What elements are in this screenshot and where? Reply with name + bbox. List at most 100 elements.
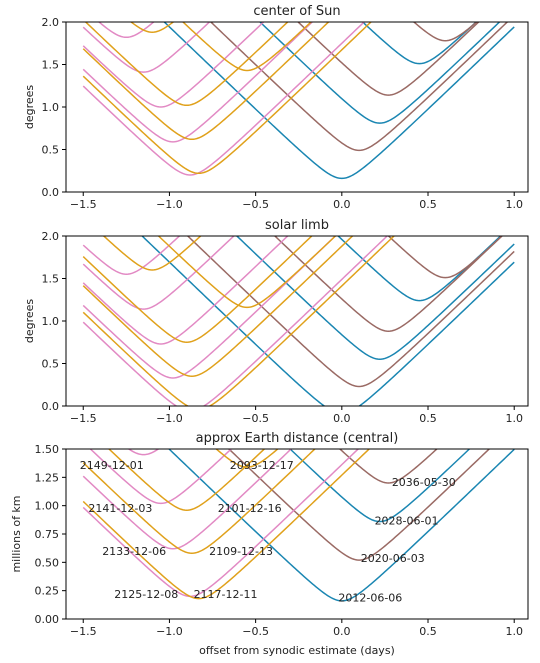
- chart-title: solar limb: [265, 218, 329, 233]
- date-annotation: 2133-12-06: [102, 545, 166, 558]
- y-tick-label: 1.0: [42, 315, 60, 328]
- x-tick-label: −0.5: [242, 198, 269, 211]
- series-line-brown: [273, 236, 503, 332]
- axis-ticks: −1.5 −1.0 −0.5 0.0 0.5 1.0 0.0 0.5 1.0 1.5 2.0: [42, 230, 523, 425]
- series-line-brown: [387, 236, 504, 279]
- date-annotation: 2036-05-30: [392, 476, 456, 489]
- series-line-teal: [235, 236, 515, 360]
- axis-ticks: −1.5 −1.0 −0.5 0.0 0.5 1.0 0.00 0.25 0.50 0.75 1.0…: [35, 443, 523, 638]
- series-line-orange: [82, 236, 313, 343]
- series-line-brown: [186, 236, 515, 388]
- series-line-pink: [82, 22, 265, 108]
- x-tick-label: 0.5: [419, 625, 437, 638]
- date-annotation: 2109-12-13: [209, 545, 273, 558]
- annotations: 2149-12-01 2093-12-17 2036-05-30 2141-12-03…: [80, 459, 456, 605]
- series-line-teal: [258, 22, 501, 124]
- series-line-brown: [209, 22, 509, 152]
- series-line-pink: [82, 236, 235, 310]
- x-tick-label: −0.5: [242, 412, 269, 425]
- y-tick-label: 2.0: [42, 230, 60, 243]
- plot-area: [82, 76, 515, 602]
- series-line-brown: [297, 22, 480, 96]
- series-line-orange: [82, 449, 316, 555]
- chart-title: center of Sun: [253, 4, 340, 19]
- series-line-pink: [82, 22, 366, 176]
- series-line-pink: [82, 449, 293, 550]
- series-line-orange: [129, 22, 175, 33]
- series-line-orange: [107, 449, 266, 511]
- y-axis-label: degrees: [23, 299, 36, 344]
- y-tick-label: 0.5: [42, 358, 60, 371]
- x-tick-label: 0.0: [333, 412, 351, 425]
- plot-frame: [65, 21, 529, 193]
- series-line-pink: [89, 449, 233, 505]
- series-line-pink: [82, 236, 289, 345]
- panel-earth-distance: approx Earth distance (central) millions…: [10, 76, 529, 657]
- y-tick-label: 0.0: [42, 186, 60, 199]
- y-tick-label: 1.00: [35, 500, 60, 513]
- y-tick-label: 2.0: [42, 16, 60, 29]
- x-tick-label: 1.0: [505, 412, 523, 425]
- series-line-orange: [157, 236, 337, 309]
- x-tick-label: −1.5: [70, 625, 97, 638]
- date-annotation: 2117-12-11: [194, 588, 258, 601]
- x-tick-label: −1.0: [156, 412, 183, 425]
- y-tick-label: 0.25: [35, 585, 60, 598]
- series-line-orange: [82, 449, 371, 600]
- series-line-orange: [82, 236, 354, 377]
- series-line-pink: [82, 236, 181, 275]
- x-tick-label: −0.5: [242, 625, 269, 638]
- x-tick-label: 0.0: [333, 625, 351, 638]
- series-line-orange: [181, 22, 313, 72]
- y-tick-label: 1.50: [35, 443, 60, 456]
- y-tick-label: 1.25: [35, 471, 60, 484]
- x-tick-label: −1.5: [70, 412, 97, 425]
- y-tick-label: 0.5: [42, 144, 60, 157]
- date-annotation: 2101-12-16: [218, 502, 282, 515]
- series-line-brown: [227, 449, 491, 561]
- series-line-teal: [163, 22, 515, 180]
- y-axis-label: millions of km: [10, 495, 23, 572]
- series-line-orange: [84, 22, 289, 107]
- chart-title: approx Earth distance (central): [196, 431, 399, 446]
- x-tick-label: −1.0: [156, 625, 183, 638]
- series-line-orange: [102, 236, 202, 271]
- y-tick-label: 0.0: [42, 400, 60, 413]
- y-tick-label: 1.0: [42, 101, 60, 114]
- series-line-pink: [82, 22, 314, 143]
- series-line-pink: [82, 22, 211, 73]
- plot-frame: [65, 235, 529, 407]
- series-line-pink: [82, 236, 389, 406]
- y-axis-label: degrees: [23, 85, 36, 130]
- series-line-teal: [167, 449, 515, 602]
- x-axis-label: offset from synodic estimate (days): [199, 644, 395, 657]
- date-annotation: 2012-06-06: [338, 591, 402, 604]
- x-tick-label: 0.5: [419, 412, 437, 425]
- y-tick-label: 0.75: [35, 528, 60, 541]
- x-tick-label: −1.0: [156, 198, 183, 211]
- series-line-brown: [412, 22, 478, 42]
- panel-solar-limb: solar limb degrees −1.5 −1.0 −0.5 0.0 0.5 1.0…: [23, 218, 529, 425]
- series-line-pink: [127, 449, 160, 456]
- series-line-orange: [82, 22, 330, 141]
- series-line-teal: [83, 135, 514, 444]
- x-tick-label: 1.0: [505, 198, 523, 211]
- plot-area: [82, 236, 515, 406]
- y-tick-label: 1.5: [42, 59, 60, 72]
- series-line-teal: [141, 236, 515, 406]
- series-line-teal: [289, 449, 471, 523]
- x-tick-label: 1.0: [505, 625, 523, 638]
- x-tick-label: 0.5: [419, 198, 437, 211]
- panel-center-of-sun: center of Sun degrees −1.5 −1.0 −0.5 0.0 0.5…: [23, 4, 529, 211]
- y-tick-label: 0.00: [35, 613, 60, 626]
- date-annotation: 2028-06-01: [375, 514, 439, 527]
- date-annotation: 2149-12-01: [80, 459, 144, 472]
- date-annotation: 2093-12-17: [230, 459, 294, 472]
- series-line-brown: [83, 76, 514, 409]
- plot-area: [82, 22, 515, 180]
- axis-ticks: −1.5 −1.0 −0.5 0.0 0.5 1.0 0.0 0.5 1.0 1.5 2.0: [42, 16, 523, 211]
- y-tick-label: 1.5: [42, 273, 60, 286]
- date-annotation: 2141-12-03: [88, 502, 152, 515]
- series-line-teal: [361, 22, 478, 65]
